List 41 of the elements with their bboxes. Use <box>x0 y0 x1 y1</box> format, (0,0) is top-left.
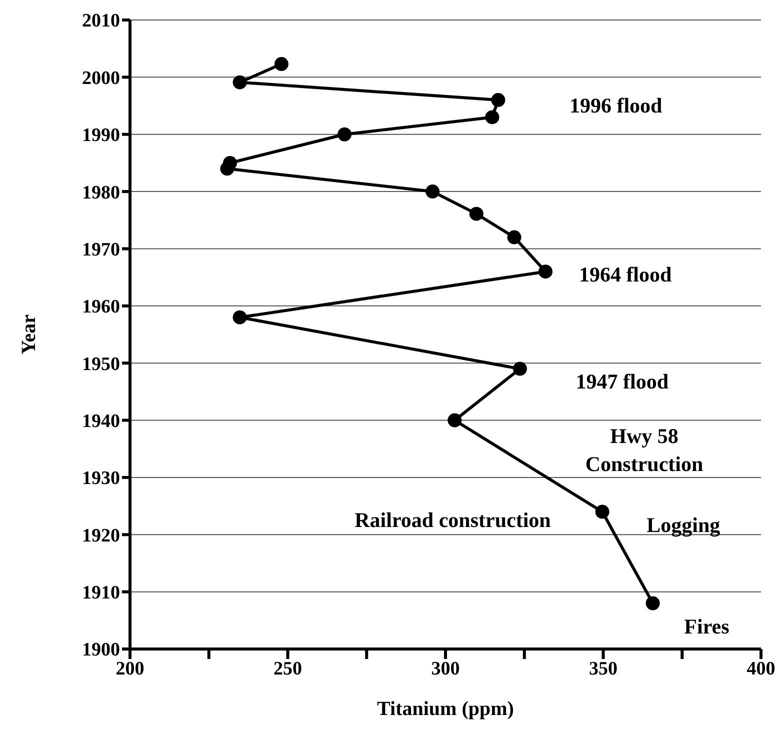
y-tick-label: 1990 <box>82 125 120 146</box>
y-tick-label: 1900 <box>82 640 120 661</box>
x-tick-label: 350 <box>589 658 618 680</box>
y-tick-label: 1980 <box>82 182 120 204</box>
y-tick-label: 1940 <box>82 411 120 432</box>
point <box>448 413 462 428</box>
point <box>232 75 247 90</box>
annotation: Hwy 58 Construction <box>585 424 704 476</box>
point <box>595 504 610 519</box>
y-tick-label: 2010 <box>82 10 120 32</box>
point <box>512 362 527 376</box>
point <box>646 596 660 610</box>
y-tick-label: 1960 <box>82 296 120 318</box>
y-axis-title: Year <box>18 314 40 354</box>
point <box>507 230 522 244</box>
y-tick-label: 1950 <box>82 354 120 375</box>
point <box>232 310 247 324</box>
annotation: 1947 flood <box>576 370 669 394</box>
annotation: Fires <box>684 614 730 638</box>
point <box>274 57 288 72</box>
x-tick-label: 400 <box>746 658 776 680</box>
annotation: Logging <box>646 513 721 538</box>
y-tick-label: 1910 <box>82 582 120 604</box>
annotation: 1964 flood <box>578 262 672 287</box>
y-tick-label: 1970 <box>82 239 120 260</box>
x-tick-label: 200 <box>116 658 144 680</box>
y-tick-label: 1930 <box>82 468 120 490</box>
annotation: 1996 flood <box>569 94 663 118</box>
point <box>220 162 234 176</box>
y-tick-label: 1920 <box>82 525 120 546</box>
point <box>469 206 484 221</box>
x-tick-label: 250 <box>274 658 302 680</box>
y-tick-label: 2000 <box>82 68 120 89</box>
point <box>338 127 352 142</box>
point <box>491 93 506 108</box>
point <box>538 264 553 279</box>
point <box>485 110 500 124</box>
point <box>426 184 440 199</box>
annotation: Railroad construction <box>354 508 552 532</box>
x-tick-label: 300 <box>431 658 460 680</box>
x-axis-title: Titanium (ppm) <box>377 698 514 720</box>
